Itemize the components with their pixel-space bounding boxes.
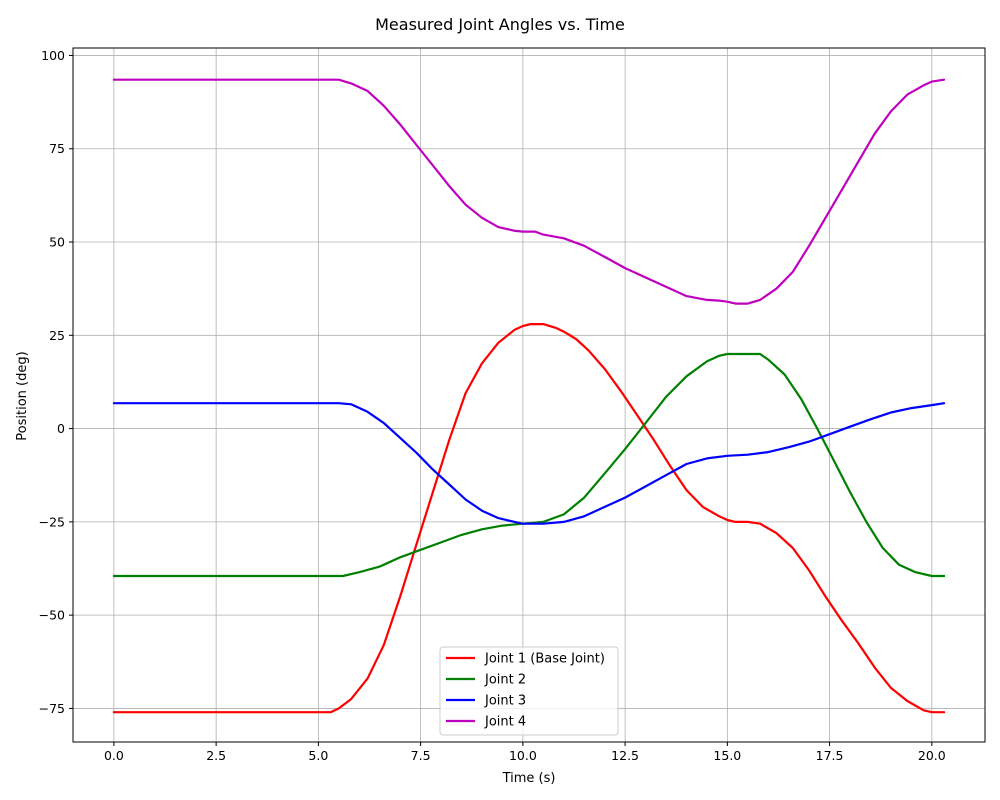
series-lines (112, 78, 946, 714)
y-tick-label: 0 (57, 421, 65, 436)
y-tick-label: 75 (49, 141, 65, 156)
y-tick-label: 100 (41, 48, 65, 63)
x-axis-ticks: 0.0 2.5 5.0 7.5 10.0 12.5 15.0 17.5 20.0 (104, 742, 946, 763)
series-line-joint-1 (112, 323, 946, 714)
y-axis-ticks: −75 −50 −25 0 25 50 75 100 (39, 48, 73, 716)
series-line-joint-2 (112, 352, 946, 578)
x-tick-label: 10.0 (509, 748, 537, 763)
x-tick-label: 20.0 (918, 748, 946, 763)
x-tick-label: 0.0 (104, 748, 124, 763)
x-axis-label: Time (s) (502, 771, 556, 786)
series-line-joint-3 (112, 402, 946, 525)
x-tick-label: 5.0 (308, 748, 328, 763)
legend-label-joint-4: Joint 4 (484, 715, 526, 730)
plot-area-frame (72, 47, 986, 743)
x-tick-label: 2.5 (206, 748, 226, 763)
y-tick-label: 50 (49, 235, 65, 250)
x-tick-label: 7.5 (411, 748, 431, 763)
chart-title: Measured Joint Angles vs. Time (375, 15, 625, 34)
legend-label-joint-2: Joint 2 (484, 673, 526, 688)
legend-label-joint-3: Joint 3 (484, 694, 526, 709)
x-tick-label: 12.5 (611, 748, 639, 763)
y-axis-label: Position (deg) (15, 351, 30, 440)
y-tick-label: 25 (49, 328, 65, 343)
x-tick-label: 15.0 (713, 748, 741, 763)
y-tick-label: −50 (39, 608, 65, 623)
series-line-joint-4 (112, 78, 946, 305)
legend-label-joint-1: Joint 1 (Base Joint) (484, 652, 605, 667)
y-tick-label: −75 (39, 701, 65, 716)
legend: Joint 1 (Base Joint) Joint 2 Joint 3 Joint … (439, 646, 619, 736)
x-tick-label: 17.5 (816, 748, 844, 763)
legend-box (439, 646, 619, 736)
y-tick-label: −25 (39, 514, 65, 529)
